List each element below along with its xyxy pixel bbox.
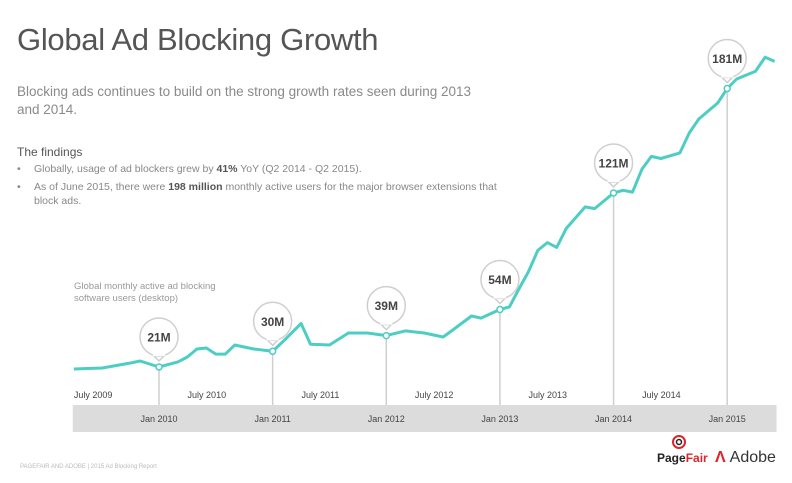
callout-label: 121M xyxy=(599,156,629,170)
callout-label: 30M xyxy=(261,315,284,329)
finding-text: Globally, usage of ad blockers grew by xyxy=(34,163,217,175)
callout-mask xyxy=(493,293,506,299)
x-tick-label: July 2011 xyxy=(302,390,340,400)
findings-list: Globally, usage of ad blockers grew by 4… xyxy=(17,162,497,212)
x-tick-label: Jan 2010 xyxy=(140,414,177,424)
logo-text: Adobe xyxy=(729,449,776,466)
x-axis-band xyxy=(72,405,777,432)
finding-text: monthly active users for the major brows… xyxy=(34,180,497,208)
x-tick-label: July 2013 xyxy=(528,390,567,400)
series-line xyxy=(73,55,776,371)
x-tick-label: July 2014 xyxy=(642,390,681,400)
callout-mask xyxy=(266,335,279,341)
finding-item: As of June 2015, there were 198 million … xyxy=(17,180,497,209)
subtitle: Blocking ads continues to build on the s… xyxy=(17,84,472,117)
x-tick-label: Jan 2012 xyxy=(368,414,405,424)
callout-marker xyxy=(382,331,391,340)
callout-marker xyxy=(723,84,731,93)
finding-text: YoY (Q2 2014 - Q2 2015). xyxy=(237,163,362,175)
callout-label: 39M xyxy=(375,299,398,313)
callout-mask xyxy=(153,350,165,356)
callout-marker xyxy=(496,305,504,314)
callout-marker xyxy=(155,363,163,371)
adobe-icon: Λ xyxy=(715,449,726,466)
x-tick-label: July 2009 xyxy=(74,390,113,400)
adobe-logo: Λ Adobe xyxy=(715,449,776,467)
x-tick-label: Jan 2015 xyxy=(709,414,746,424)
callout-mask xyxy=(721,72,734,78)
finding-item: Globally, usage of ad blockers grew by 4… xyxy=(17,162,497,177)
callout-label: 21M xyxy=(147,330,170,344)
x-tick-label: Jan 2014 xyxy=(595,414,632,424)
findings-heading: The findings xyxy=(17,145,83,159)
x-tick-label: July 2010 xyxy=(188,390,227,400)
x-tick-label: Jan 2013 xyxy=(481,414,518,424)
callout-mask xyxy=(380,319,393,325)
page-title: Global Ad Blocking Growth xyxy=(17,22,379,57)
callout-label: 54M xyxy=(488,273,511,287)
finding-highlight: 41% xyxy=(216,163,238,175)
series-label: Global monthly active ad blocking softwa… xyxy=(74,281,216,304)
callout-label: 181M xyxy=(712,52,742,66)
logo-text: Page xyxy=(657,451,686,465)
logo-text: Fair xyxy=(685,451,708,465)
callout-mask xyxy=(607,176,620,182)
footer: PAGEFAIR AND ADOBE | 2015 Ad Blocking Re… xyxy=(20,464,157,470)
x-tick-label: Jan 2011 xyxy=(254,414,290,424)
finding-highlight: 198 million xyxy=(168,180,223,193)
x-tick-label: July 2012 xyxy=(415,390,454,400)
callout-marker xyxy=(268,347,277,356)
callout-marker xyxy=(609,189,618,197)
pagefair-logo: PageFair xyxy=(657,451,708,465)
finding-text: As of June 2015, there were xyxy=(34,180,169,193)
